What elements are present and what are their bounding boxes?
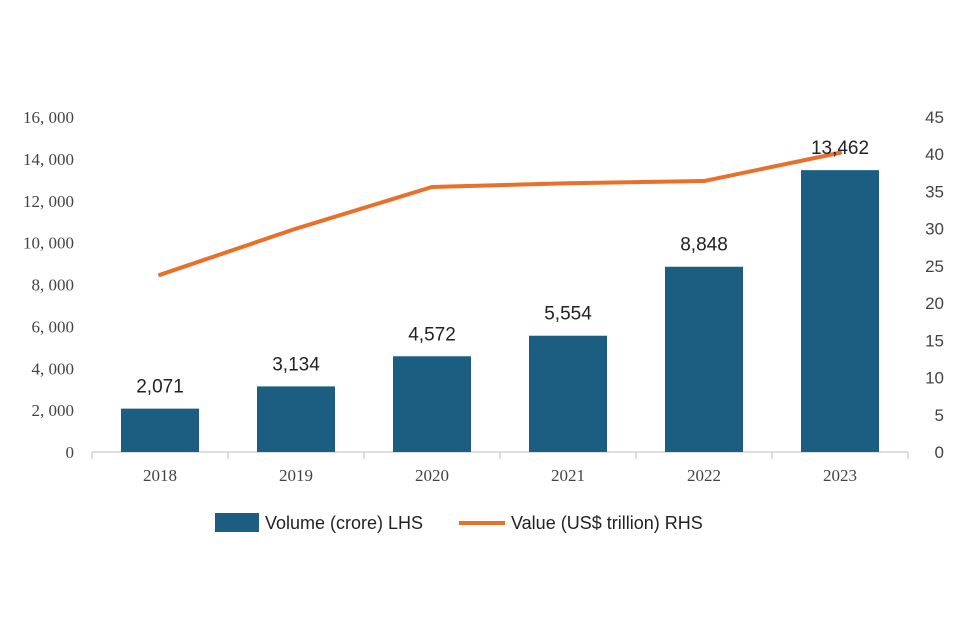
- legend-volume-label: Volume (crore) LHS: [265, 513, 423, 533]
- y-right-tick-label: 40: [925, 145, 944, 164]
- y-left-tick-label: 2, 000: [32, 401, 75, 420]
- y-right-tick-label: 5: [935, 406, 944, 425]
- y-right-tick-label: 20: [925, 294, 944, 313]
- y-left-tick-label: 0: [66, 443, 75, 462]
- axes: 0 2, 000 4, 000 6, 000 8, 000 10, 000 12, 000 1…: [23, 108, 944, 485]
- y-left-tick-label: 6, 000: [32, 317, 75, 336]
- volume-data-label-2020: 4,572: [408, 324, 456, 345]
- x-tick-label: 2023: [823, 466, 857, 485]
- value-line-series: [158, 150, 842, 277]
- y-right-tick-label: 15: [925, 331, 944, 350]
- y-left-tick-label: 14, 000: [23, 150, 74, 169]
- x-tick-label: 2022: [687, 466, 721, 485]
- y-left-tick-label: 8, 000: [32, 276, 75, 295]
- y-left-tick-label: 16, 000: [23, 108, 74, 127]
- volume-data-label-2018: 2,071: [136, 377, 184, 398]
- y-left-tick-label: 10, 000: [23, 234, 74, 253]
- volume-bar-2022: [665, 266, 743, 452]
- x-tick-label: 2021: [551, 466, 585, 485]
- volume-bar-2018: [121, 408, 199, 452]
- x-tick-label: 2020: [415, 466, 449, 485]
- y-left-tick-label: 4, 000: [32, 359, 75, 378]
- legend-value-label: Value (US$ trillion) RHS: [511, 513, 703, 533]
- volume-bar-2019: [257, 386, 335, 452]
- y-right-tick-label: 25: [925, 257, 944, 276]
- y-left-tick-label: 12, 000: [23, 192, 74, 211]
- y-right-tick-label: 35: [925, 182, 944, 201]
- x-tick-label: 2018: [143, 466, 177, 485]
- volume-bar-2021: [529, 335, 607, 452]
- volume-data-label-2021: 5,554: [544, 304, 592, 325]
- legend: Volume (crore) LHS Value (US$ trillion) …: [215, 513, 703, 533]
- data-labels: 2,071 3,134 4,572 5,554 8,848 13,462: [136, 138, 869, 397]
- volume-data-label-2019: 3,134: [272, 354, 320, 375]
- x-tick-label: 2019: [279, 466, 313, 485]
- y-right-tick-label: 0: [935, 443, 944, 462]
- volume-bar-2020: [393, 356, 471, 452]
- y-right-tick-label: 45: [925, 108, 944, 127]
- y-right-tick-label: 10: [925, 369, 944, 388]
- volume-data-label-2022: 8,848: [680, 235, 728, 256]
- volume-data-label-2023: 13,462: [811, 138, 869, 159]
- volume-bar-2023: [801, 170, 879, 452]
- value-line: [158, 150, 842, 277]
- volume-bars: [121, 170, 879, 452]
- y-right-tick-label: 30: [925, 220, 944, 239]
- legend-volume-swatch: [215, 513, 259, 532]
